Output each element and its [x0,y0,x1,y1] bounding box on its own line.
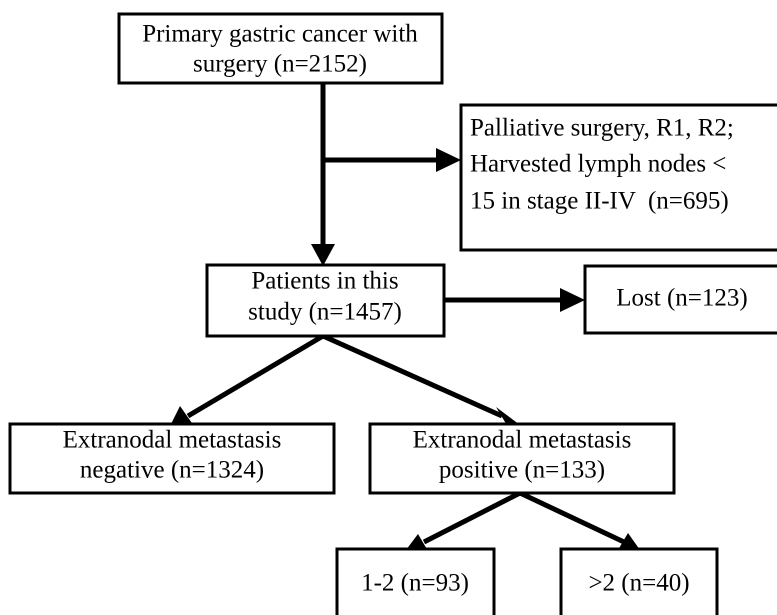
box [559,547,719,615]
node-text: positive (n=133) [439,457,605,484]
node-text: >2 (n=40) [588,570,689,597]
arrow-head [406,534,428,551]
node-text: Lost (n=123) [616,285,747,312]
box [8,422,336,495]
node-text: Patients in this [251,268,398,295]
arrow-head [311,244,335,266]
arrow-head [436,148,461,172]
box [583,264,777,335]
box [368,422,676,495]
connector [321,333,504,419]
connector [422,490,522,545]
node-text: 15 in stage II-IV (n=695) [470,188,729,215]
connector [186,333,325,419]
node-text: negative (n=1324) [80,457,264,484]
box [117,12,444,85]
box [335,547,496,615]
box [205,263,446,338]
node-text: Extranodal metastasis [63,427,282,454]
node-text: surgery (n=2152) [193,51,367,78]
node-text: Primary gastric cancer with [142,21,418,48]
node-text: 1-2 (n=93) [361,570,469,597]
node-text: Palliative surgery, R1, R2; [470,115,734,142]
arrow-head [496,407,520,427]
arrow-head [170,406,194,426]
box [459,103,777,252]
connector [518,490,626,545]
arrow-head [560,288,585,312]
node-text: Extranodal metastasis [413,427,632,454]
arrow-head [618,533,640,550]
node-text: Harvested lymph nodes < [470,151,726,178]
node-text: study (n=1457) [248,299,402,326]
